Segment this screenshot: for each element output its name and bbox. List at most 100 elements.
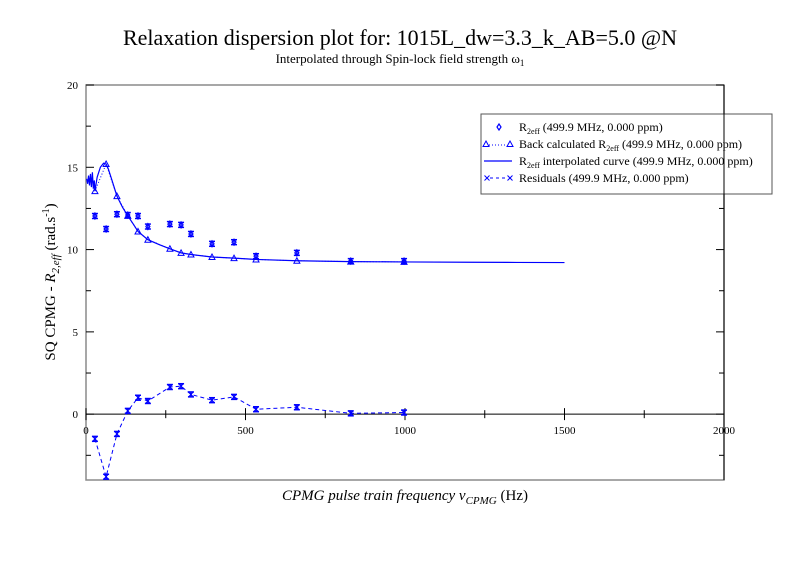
- r2eff-point: [91, 211, 98, 221]
- r2eff-marker: [401, 257, 407, 266]
- x-axis-label-sub: CPMG: [466, 495, 497, 507]
- r2eff-marker: [253, 252, 259, 261]
- legend-label-post: interpolated curve (499.9 MHz, 0.000 ppm…: [540, 154, 753, 168]
- y-tick-label: 10: [67, 245, 79, 257]
- r2eff-marker: [114, 210, 120, 219]
- cross-stroke: [114, 431, 120, 437]
- residual-marker: [188, 391, 194, 398]
- r2eff-marker: [294, 248, 300, 257]
- r2eff-marker: [231, 238, 237, 247]
- legend-cross: [507, 175, 513, 181]
- residual-point: [401, 409, 408, 416]
- chart-title: Relaxation dispersion plot for: 1015L_dw…: [123, 25, 677, 50]
- residual-marker: [167, 384, 173, 390]
- legend-cross: [484, 175, 490, 181]
- r2eff-point: [347, 257, 354, 266]
- chart-subtitle-main: Interpolated through Spin-lock field str…: [276, 51, 521, 66]
- residual-marker: [114, 431, 120, 437]
- x-tick-label: 1000: [394, 425, 417, 437]
- legend-label-interpolated-curve: R2eff interpolated curve (499.9 MHz, 0.0…: [519, 154, 753, 170]
- r2eff-marker: [348, 257, 354, 266]
- residual-point: [124, 407, 131, 415]
- cross-stroke: [347, 410, 354, 417]
- y-axis-label: SQ CPMG - R2,eff (rad.s-1): [41, 203, 62, 360]
- legend-entry-r2eff: R2eff (499.9 MHz, 0.000 ppm): [496, 120, 663, 136]
- residual-marker: [347, 410, 354, 417]
- cross-stroke: [507, 175, 513, 181]
- legend-diamond: [496, 122, 502, 132]
- r2eff-marker: [167, 219, 173, 229]
- residual-marker: [103, 473, 109, 480]
- x-tick-label: 500: [237, 425, 254, 437]
- back-calculated-point: [144, 235, 152, 243]
- back-calculated-point: [113, 192, 121, 200]
- legend: R2eff (499.9 MHz, 0.000 ppm) Back calcul…: [480, 113, 773, 195]
- legend-label-sub: 2eff: [527, 127, 540, 136]
- y-axis-label-unit-sup: -1: [41, 208, 52, 216]
- cross-stroke: [188, 391, 194, 398]
- legend-entry-interpolated-curve: R2eff interpolated curve (499.9 MHz, 0.0…: [484, 154, 753, 170]
- x-axis-label-unit: (Hz): [497, 488, 528, 504]
- back-calculated-point: [187, 250, 195, 258]
- residual-marker: [178, 383, 184, 390]
- back-calculated-point: [134, 227, 142, 235]
- r2eff-point: [166, 219, 173, 229]
- r2eff-point: [187, 229, 194, 239]
- cross-stroke: [294, 404, 300, 411]
- cross-stroke: [253, 406, 259, 413]
- r2eff-marker: [209, 239, 215, 248]
- r2eff-point: [293, 248, 300, 257]
- y-tick-label: 15: [67, 162, 79, 174]
- back-calculated-point: [177, 248, 185, 256]
- interpolated-curve-line: [86, 162, 565, 264]
- y-axis-label-prefix: SQ CPMG -: [43, 283, 59, 361]
- r2eff-point: [253, 252, 260, 261]
- back-calculated-point: [102, 159, 110, 167]
- cross-stroke: [92, 436, 98, 442]
- back-calculated-point: [91, 187, 99, 195]
- r2eff-marker: [92, 211, 98, 221]
- x-axis-label-main: CPMG pulse train frequency ν: [282, 488, 466, 504]
- chart-subtitle-sub: 1: [520, 58, 525, 68]
- residual-point: [187, 391, 194, 398]
- residual-marker: [92, 436, 98, 442]
- residual-marker: [145, 398, 151, 404]
- legend-label-pre: Residuals (499.9 MHz, 0.000 ppm): [519, 171, 689, 185]
- r2eff-marker: [103, 224, 109, 234]
- y-tick-label: 0: [73, 409, 79, 421]
- residual-point: [231, 393, 238, 401]
- legend-label-pre: R: [519, 154, 527, 168]
- x-tick-label: 1500: [554, 425, 577, 437]
- back-calculated-point: [230, 254, 238, 262]
- cross-stroke: [484, 175, 490, 181]
- r2eff-point: [124, 210, 131, 220]
- legend-label-pre: Back calculated R: [519, 137, 606, 151]
- legend-symbol-triangle-icon: [482, 139, 514, 147]
- r2eff-point: [103, 224, 110, 234]
- legend-label-post: (499.9 MHz, 0.000 ppm): [619, 137, 742, 151]
- residual-marker: [124, 408, 131, 414]
- residuals-dashed-line: [94, 385, 405, 479]
- r2eff-point: [134, 211, 141, 221]
- x-tick-label: 0: [83, 425, 89, 437]
- cross-stroke: [209, 397, 215, 404]
- residual-point: [103, 473, 110, 480]
- r2eff-marker: [135, 211, 141, 221]
- residual-point: [144, 397, 151, 405]
- residual-point: [134, 394, 141, 401]
- y-axis-label-sub: 2,eff: [50, 252, 62, 273]
- residual-marker: [209, 397, 215, 404]
- cross-stroke: [124, 408, 131, 414]
- r2eff-marker: [188, 229, 194, 239]
- back-calculated-point: [293, 256, 301, 264]
- legend-entry-residuals: Residuals (499.9 MHz, 0.000 ppm): [484, 171, 689, 185]
- r2eff-point: [401, 257, 408, 266]
- residual-marker: [294, 404, 300, 411]
- legend-label-r2eff: R2eff (499.9 MHz, 0.000 ppm): [519, 120, 663, 136]
- cross-stroke: [145, 398, 151, 404]
- residual-marker: [253, 406, 259, 413]
- back-calculated-point: [166, 244, 174, 252]
- residual-point: [91, 435, 98, 443]
- legend-triangle: [482, 139, 490, 147]
